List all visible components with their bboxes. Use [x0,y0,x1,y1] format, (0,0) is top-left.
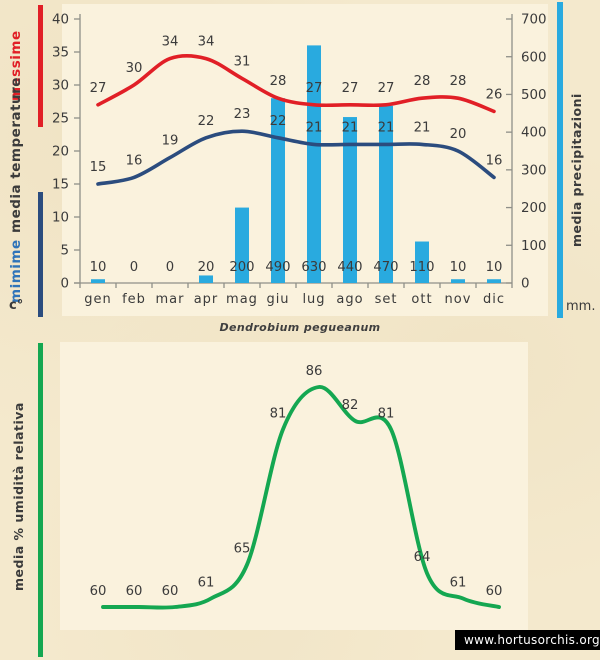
svg-text:22: 22 [270,114,287,129]
watermark: www.hortusorchis.org [455,630,600,650]
svg-text:10: 10 [90,260,107,275]
svg-text:200: 200 [521,201,547,216]
svg-text:60: 60 [162,584,179,599]
svg-text:28: 28 [414,74,431,89]
mm-unit-label: mm. [566,299,595,314]
svg-text:lug: lug [302,292,325,307]
precipitation-legend-bar [557,2,563,318]
svg-text:21: 21 [414,120,431,135]
svg-text:28: 28 [270,74,287,89]
svg-text:giu: giu [266,292,289,307]
svg-text:27: 27 [306,81,323,96]
svg-text:21: 21 [306,120,323,135]
svg-text:86: 86 [306,364,323,379]
svg-text:82: 82 [342,398,359,413]
svg-text:22: 22 [198,114,215,129]
svg-text:25: 25 [52,112,69,127]
climate-diagram: 05101520253035400100200300400500600700ge… [0,0,600,660]
svg-text:30: 30 [52,79,69,94]
svg-text:300: 300 [521,163,547,178]
temperature-axis-label: media temperature [8,72,28,238]
svg-text:61: 61 [450,576,467,591]
svg-text:mag: mag [226,292,258,307]
svg-text:60: 60 [90,584,107,599]
svg-text:0: 0 [521,277,530,292]
svg-text:19: 19 [162,134,179,149]
svg-text:21: 21 [378,120,395,135]
svg-text:200: 200 [229,260,254,275]
svg-text:30: 30 [126,61,143,76]
svg-text:27: 27 [342,81,359,96]
min-temperature-axis-label: mimime [8,236,28,306]
svg-text:16: 16 [486,153,503,168]
svg-text:61: 61 [198,576,215,591]
svg-text:0: 0 [60,277,69,292]
svg-text:20: 20 [198,260,215,275]
svg-text:0: 0 [166,260,174,275]
max-temperature-legend-bar [38,5,43,127]
svg-text:81: 81 [378,406,395,421]
svg-text:35: 35 [52,46,69,61]
svg-text:630: 630 [301,260,326,275]
svg-text:700: 700 [521,13,547,28]
svg-text:21: 21 [342,120,359,135]
svg-text:ago: ago [336,292,363,307]
svg-text:dic: dic [483,292,505,307]
svg-text:81: 81 [270,406,287,421]
svg-text:400: 400 [521,126,547,141]
svg-text:34: 34 [198,35,215,50]
figure-title: Dendrobium pegueanum [0,321,600,334]
svg-text:470: 470 [373,260,398,275]
svg-text:600: 600 [521,50,547,65]
humidity-axis-label: media % umidità relativa [11,388,31,606]
min-temperature-legend-bar [38,192,43,317]
svg-text:34: 34 [162,35,179,50]
svg-text:mar: mar [156,292,185,307]
svg-text:ott: ott [411,292,432,307]
svg-text:100: 100 [521,239,547,254]
celsius-unit-label: c° [9,298,23,313]
svg-text:5: 5 [60,244,69,259]
svg-text:set: set [375,292,398,307]
svg-text:0: 0 [130,260,138,275]
svg-text:15: 15 [90,160,107,175]
svg-text:27: 27 [90,81,107,96]
svg-text:60: 60 [486,584,503,599]
svg-text:26: 26 [486,87,503,102]
svg-text:65: 65 [234,542,251,557]
svg-text:490: 490 [265,260,290,275]
svg-text:23: 23 [234,107,251,122]
svg-text:60: 60 [126,584,143,599]
svg-text:27: 27 [378,81,395,96]
svg-text:16: 16 [126,153,143,168]
svg-text:28: 28 [450,74,467,89]
svg-text:40: 40 [52,13,69,28]
svg-text:110: 110 [409,260,434,275]
svg-text:20: 20 [52,145,69,160]
svg-text:apr: apr [194,292,219,307]
svg-text:15: 15 [52,178,69,193]
svg-text:500: 500 [521,88,547,103]
svg-text:10: 10 [486,260,503,275]
svg-text:64: 64 [414,550,431,565]
svg-text:20: 20 [450,127,467,142]
svg-text:gen: gen [84,292,112,307]
svg-text:10: 10 [52,211,69,226]
svg-text:nov: nov [445,292,472,307]
svg-text:31: 31 [234,54,251,69]
svg-text:feb: feb [122,292,146,307]
svg-text:440: 440 [337,260,362,275]
svg-text:10: 10 [450,260,467,275]
precipitation-axis-label: media precipitazioni [569,88,589,252]
humidity-legend-bar [38,343,43,657]
